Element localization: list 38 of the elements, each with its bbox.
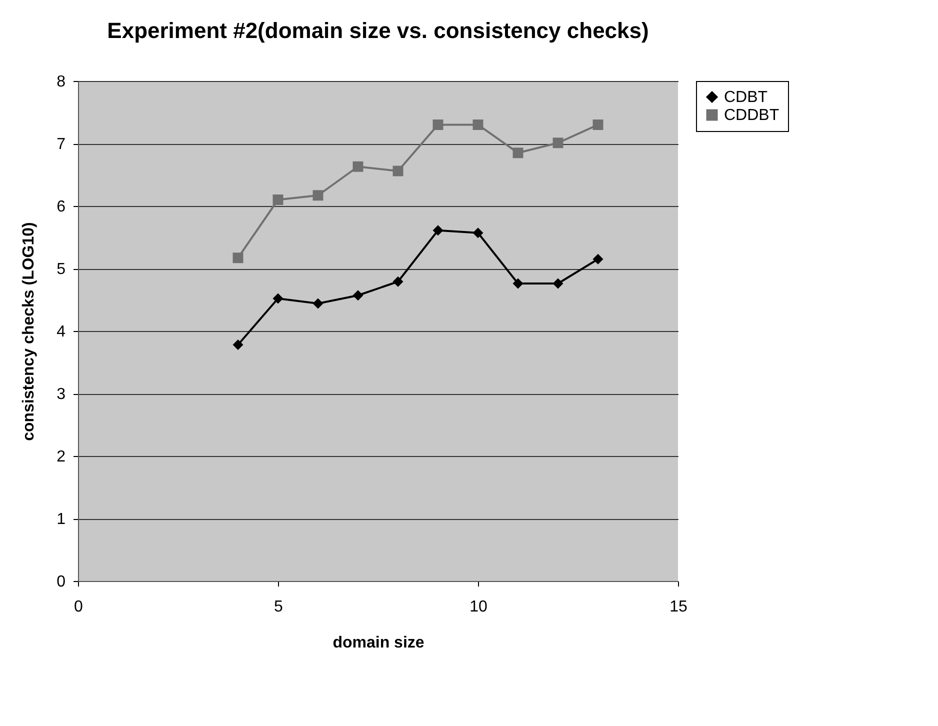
point <box>512 148 524 158</box>
x-tick-label: 0 <box>74 598 84 616</box>
legend-label: CDDBT <box>724 107 780 124</box>
chart-title: Experiment #2(domain size vs. consistency checks) <box>107 18 649 43</box>
y-tick-label: 8 <box>56 74 66 90</box>
point <box>432 225 444 236</box>
y-tick-label: 4 <box>56 324 66 340</box>
x-tick-label: 15 <box>670 598 688 616</box>
y-tick-label: 0 <box>56 574 66 590</box>
point <box>472 228 484 238</box>
point <box>592 120 604 130</box>
point <box>592 254 604 264</box>
point <box>512 278 524 289</box>
point <box>352 161 364 172</box>
point <box>312 190 324 201</box>
point <box>432 120 444 130</box>
y-tick-label: 1 <box>56 511 66 528</box>
point <box>392 276 404 287</box>
point <box>232 252 244 264</box>
x-tick-label: 5 <box>274 598 284 616</box>
y-tick-label: 5 <box>56 261 66 278</box>
point <box>272 194 284 205</box>
point <box>552 138 564 148</box>
y-tick-label: 7 <box>56 136 66 153</box>
y-tick-label: 2 <box>56 448 66 466</box>
legend-label: CDBT <box>724 89 768 106</box>
point <box>272 293 284 304</box>
point <box>352 290 364 301</box>
point <box>232 340 244 350</box>
point <box>552 278 564 289</box>
point <box>312 298 324 309</box>
y-tick-label: 3 <box>56 386 66 403</box>
point <box>472 120 484 130</box>
y-tick-label: 6 <box>56 198 66 216</box>
y-axis-title: consistency checks (LOG10) <box>20 222 38 441</box>
x-tick-label: 10 <box>470 598 488 616</box>
x-axis-title: domain size <box>332 634 424 652</box>
point <box>392 166 404 176</box>
